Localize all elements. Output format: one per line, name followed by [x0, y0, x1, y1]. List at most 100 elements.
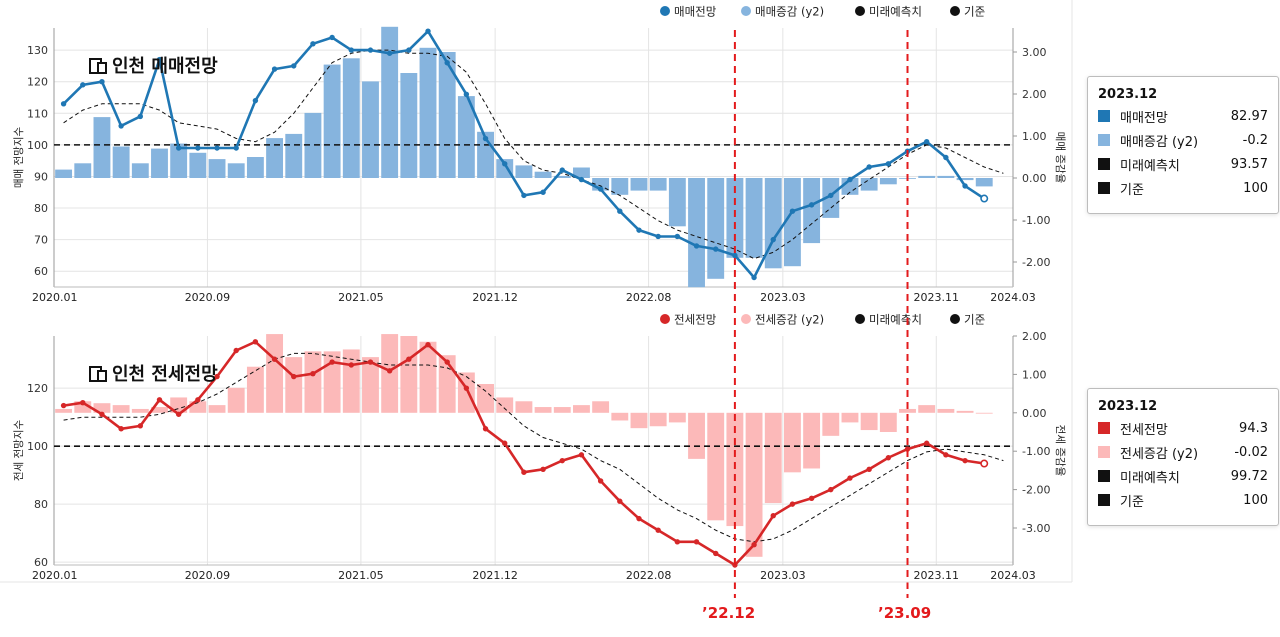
outlook-point — [655, 233, 661, 240]
change-bar — [803, 412, 821, 469]
y2-tick-label: 2.00 — [1022, 330, 1047, 343]
outlook-point — [962, 183, 968, 189]
outlook-point — [386, 50, 393, 56]
tooltip-value: 99.72 — [1230, 468, 1268, 484]
outlook-point — [808, 202, 815, 208]
change-bar — [688, 412, 705, 459]
tooltip-label: 전세전망 — [1120, 422, 1168, 438]
outlook-point — [367, 47, 374, 53]
outlook-point — [808, 495, 815, 502]
y-tick-label: 110 — [27, 107, 48, 120]
change-bar — [189, 152, 207, 178]
tooltip-value: 82.97 — [1230, 108, 1268, 124]
legend-dot — [855, 314, 865, 324]
change-bar — [841, 412, 859, 423]
marker-label-2212: ’22.12 — [702, 604, 756, 622]
change-bar — [285, 133, 303, 178]
outlook-point — [137, 113, 144, 120]
outlook-point — [406, 47, 412, 53]
change-bar — [649, 178, 667, 191]
outlook-point — [175, 145, 182, 151]
change-bar — [151, 407, 168, 413]
y2-tick-label: -3.00 — [1022, 522, 1050, 535]
change-bar — [726, 178, 744, 258]
tooltip-value: 94.3 — [1239, 420, 1268, 436]
outlook-point — [923, 440, 930, 446]
outlook-point — [425, 28, 431, 34]
outlook-point — [540, 466, 546, 473]
change-bar — [93, 403, 111, 413]
y2-tick-label: 0.00 — [1022, 172, 1047, 185]
change-bar — [170, 143, 188, 178]
outlook-point — [578, 176, 585, 183]
change-bar — [477, 384, 494, 413]
jeonse-tooltip: 2023.12 전세전망 94.3 전세증감 (y2) -0.02 미래예측치 … — [1087, 388, 1279, 526]
change-bar — [362, 81, 379, 178]
outlook-point — [60, 402, 67, 409]
legend: 매매전망 매매증감 (y2) 미래예측치 기준 — [660, 5, 985, 19]
change-bar — [630, 412, 648, 429]
legend-dot — [660, 6, 670, 16]
swatch-base — [1098, 494, 1110, 506]
outlook-point — [885, 455, 892, 461]
change-bar — [400, 336, 418, 413]
change-bar — [362, 357, 379, 413]
outlook-point — [617, 208, 623, 214]
outlook-point — [367, 359, 374, 365]
forecast-line — [63, 352, 1004, 543]
outlook-point — [617, 498, 623, 504]
y-tick-label: 60 — [34, 556, 48, 569]
change-bar — [668, 412, 686, 423]
legend-item: 매매전망 — [674, 5, 717, 19]
y2-tick-label: -1.00 — [1022, 214, 1050, 227]
outlook-point — [502, 161, 508, 167]
outlook-point — [118, 123, 124, 129]
x-tick-label: 2023.03 — [760, 291, 806, 304]
change-bar — [496, 397, 514, 413]
change-bar — [208, 405, 226, 413]
tooltip-label: 매매전망 — [1120, 110, 1168, 126]
outlook-point — [521, 469, 527, 475]
outlook-point — [291, 63, 297, 69]
outlook-point — [60, 101, 67, 107]
outlook-point — [866, 164, 872, 170]
outlook-point — [348, 47, 354, 53]
outlook-point — [770, 236, 776, 243]
x-tick-label: 2020.01 — [32, 291, 78, 304]
x-tick-label: 2023.11 — [914, 569, 960, 582]
x-tick-label: 2023.03 — [760, 569, 806, 582]
outlook-point — [137, 423, 144, 429]
y-tick-label: 80 — [34, 498, 48, 511]
outlook-point — [386, 368, 393, 374]
tooltip-row-jeonse: 전세전망 94.3 — [1088, 416, 1278, 440]
change-bar — [534, 407, 552, 413]
tooltip-row-base: 기준 100 — [1088, 176, 1278, 200]
outlook-point — [252, 339, 259, 345]
tooltip-value: 93.57 — [1230, 156, 1268, 172]
outlook-point — [693, 243, 700, 249]
outlook-point — [655, 527, 661, 533]
building-icon-part — [97, 370, 107, 382]
swatch-sale-change — [1098, 134, 1110, 146]
outlook-point — [444, 60, 450, 66]
y-tick-label: 100 — [27, 139, 48, 152]
outlook-point — [789, 501, 796, 507]
outlook-point — [233, 145, 239, 151]
tooltip-value: 100 — [1243, 492, 1268, 508]
x-tick-label: 2022.08 — [626, 569, 672, 582]
change-bar — [745, 412, 763, 557]
change-bar — [55, 408, 73, 413]
outlook-point — [923, 139, 930, 145]
change-bar — [151, 148, 168, 178]
x-tick-label: 2020.01 — [32, 569, 78, 582]
outlook-point — [866, 466, 872, 473]
y-tick-label: 70 — [34, 234, 48, 247]
tooltip-label: 전세증감 (y2) — [1120, 446, 1199, 462]
outlook-point — [463, 385, 470, 391]
change-bar — [381, 26, 399, 178]
outlook-point — [291, 373, 297, 380]
tooltip-row-sale: 매매전망 82.97 — [1088, 104, 1278, 128]
change-bar — [227, 163, 245, 178]
change-bar — [74, 401, 92, 413]
